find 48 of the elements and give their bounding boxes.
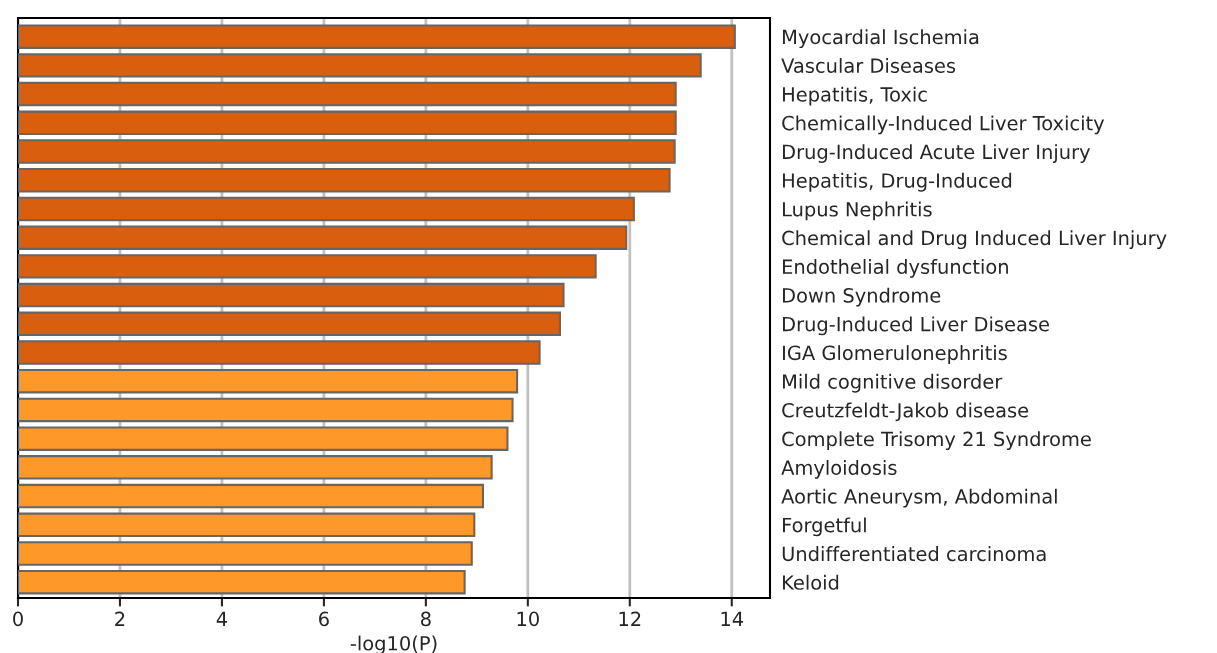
y-tick-label: Aortic Aneurysm, Abdominal — [781, 488, 1057, 508]
x-tick-label: 6 — [319, 611, 329, 627]
y-tick-label: Undifferentiated carcinoma — [782, 546, 1046, 562]
y-tick-label: Forgetful — [783, 517, 866, 537]
y-tick-label: Endothelial dysfunction — [783, 258, 1008, 278]
bar — [18, 110, 677, 136]
x-tick-label: 14 — [721, 611, 744, 626]
y-tick-label: Hepatitis, Toxic — [783, 86, 927, 106]
bar — [18, 541, 473, 566]
y-tick-label: Lupus Nephritis — [783, 201, 932, 221]
y-tick-label: Hepatitis, Drug-Induced — [783, 172, 1012, 192]
y-tick-label: Complete Trisomy 21 Syndrome — [782, 431, 1091, 451]
bar — [18, 397, 514, 423]
y-tick-label: Amyloidosis — [781, 459, 897, 479]
y-tick-label: Chemically-Induced Liver Toxicity — [782, 115, 1105, 135]
bar — [18, 426, 509, 451]
bar — [18, 196, 635, 222]
bar — [18, 311, 561, 337]
x-tick-label: 2 — [115, 611, 125, 626]
y-tick-label: Down Syndrome — [783, 287, 941, 307]
y-tick-label: Vascular Diseases — [781, 57, 956, 74]
y-tick-label: Drug-Induced Acute Liver Injury — [783, 144, 1090, 163]
bar — [18, 81, 677, 107]
y-tick-label: IGA Glomerulonephritis — [783, 345, 1007, 364]
bar — [18, 167, 671, 193]
bar — [18, 53, 702, 78]
bar — [18, 455, 493, 480]
x-tick-label: 8 — [421, 611, 431, 627]
bar — [18, 512, 476, 538]
x-tick-label: 12 — [619, 611, 641, 626]
x-tick-label: 10 — [517, 611, 539, 627]
bar — [18, 139, 676, 164]
bar — [18, 282, 565, 308]
x-tick-label: 0 — [13, 611, 23, 627]
x-tick-label: 4 — [216, 611, 228, 626]
y-tick-label: Keloid — [783, 574, 839, 590]
bar — [18, 254, 597, 279]
bar — [18, 24, 736, 49]
y-tick-label: Myocardial Ischemia — [783, 29, 979, 49]
y-tick-label: Drug-Induced Liver Disease — [783, 316, 1049, 336]
bar — [18, 569, 466, 595]
bar — [18, 368, 519, 394]
y-tick-label: Mild cognitive disorder — [783, 373, 1003, 393]
y-tick-label: Chemical and Drug Induced Liver Injury — [782, 230, 1167, 250]
bar — [18, 340, 541, 365]
bar — [18, 225, 628, 250]
bar — [18, 483, 485, 509]
y-tick-label: Creutzfeldt-Jakob disease — [782, 402, 1029, 422]
